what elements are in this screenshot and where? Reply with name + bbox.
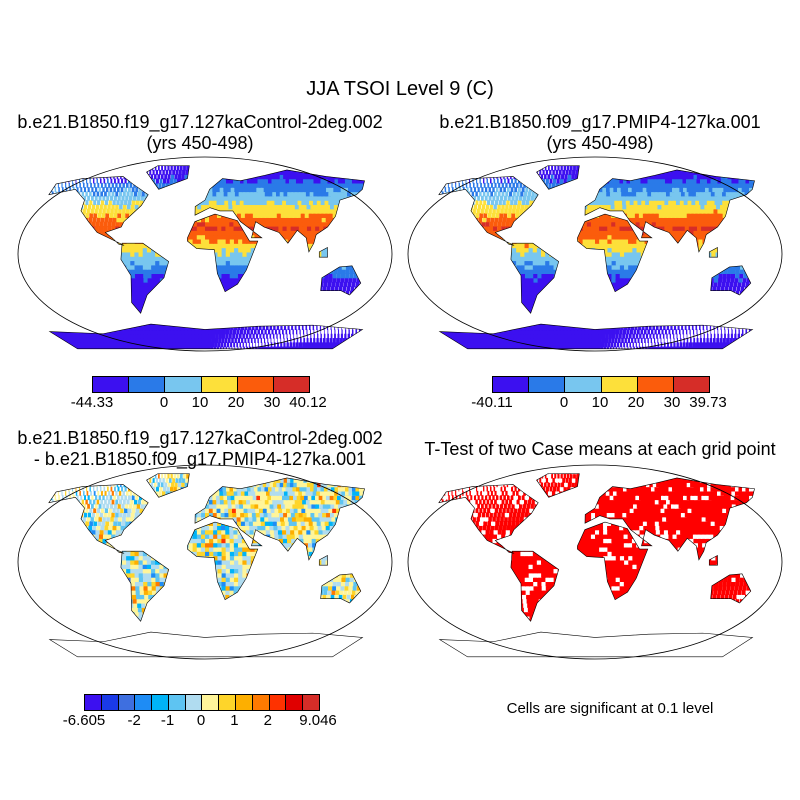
colorbar-swatch xyxy=(237,377,274,392)
colorbar-swatch xyxy=(85,695,102,710)
colorbar-label: -40.11 xyxy=(471,394,513,411)
colorbar-label: 30 xyxy=(263,394,281,411)
colorbar-swatch xyxy=(93,377,130,392)
colorbar-label: 20 xyxy=(627,394,645,411)
colorbar-swatch xyxy=(529,377,566,392)
panel-1-title-line2: (yrs 450-498) xyxy=(146,133,254,153)
colorbar-panel-2 xyxy=(492,376,710,393)
colorbar-panel-1 xyxy=(92,376,310,393)
colorbar-swatch xyxy=(493,377,530,392)
map-cells xyxy=(48,473,365,657)
colorbar-swatch xyxy=(129,377,166,392)
map-panel-4 xyxy=(407,464,783,660)
colorbar-swatch xyxy=(219,695,237,710)
map-panel-1 xyxy=(17,156,393,352)
colorbar-label: 2 xyxy=(263,712,273,729)
colorbar-swatch xyxy=(135,695,153,710)
panel-4-title: T-Test of two Case means at each grid po… xyxy=(424,439,775,460)
colorbar-swatch xyxy=(165,377,202,392)
colorbar-swatch xyxy=(673,377,710,392)
coastlines xyxy=(438,473,755,658)
panel-3-title: b.e21.B1850.f19_g17.127kaControl-2deg.00… xyxy=(17,428,382,470)
colorbar-label: 0 xyxy=(559,394,569,411)
panel-1-title-line1: b.e21.B1850.f19_g17.127kaControl-2deg.00… xyxy=(17,112,383,132)
colorbar-label: 39.73 xyxy=(689,394,727,411)
colorbar-label: -1 xyxy=(160,712,175,729)
map-cells xyxy=(48,165,365,349)
colorbar-swatch xyxy=(152,695,169,710)
colorbar-label: -44.33 xyxy=(70,394,114,411)
panel-2-title-line2: (yrs 450-498) xyxy=(546,133,654,153)
colorbar-swatch xyxy=(201,377,238,392)
panel-2-title: b.e21.B1850.f09_g17.PMIP4-127ka.001 (yrs… xyxy=(439,112,760,154)
map-panel-2 xyxy=(407,156,783,352)
colorbar-swatch xyxy=(637,377,674,392)
colorbar-swatch xyxy=(269,695,287,710)
colorbar-label: 10 xyxy=(191,394,209,411)
coastlines xyxy=(48,473,365,658)
map-border xyxy=(17,156,393,352)
colorbar-label: 0 xyxy=(196,712,206,729)
colorbar-label: 0 xyxy=(159,394,169,411)
colorbar-label: 20 xyxy=(227,394,245,411)
colorbar-swatch xyxy=(286,695,304,710)
colorbar-swatch xyxy=(273,377,310,392)
map-border xyxy=(407,464,783,660)
colorbar-label: 10 xyxy=(591,394,609,411)
colorbar-swatch xyxy=(236,695,253,710)
figure-title: JJA TSOI Level 9 (C) xyxy=(306,78,494,100)
colorbar-swatch xyxy=(118,695,136,710)
colorbar-swatch xyxy=(185,695,203,710)
coastlines xyxy=(48,165,365,350)
colorbar-swatch xyxy=(168,695,186,710)
panel-3-title-line1: b.e21.B1850.f19_g17.127kaControl-2deg.00… xyxy=(17,428,383,448)
colorbar-panel-3 xyxy=(84,694,320,711)
colorbar-label: -2 xyxy=(127,712,141,729)
colorbar-label: 1 xyxy=(230,712,239,729)
coastlines xyxy=(438,165,755,350)
significance-note: Cells are significant at 0.1 level xyxy=(506,700,714,717)
colorbar-swatch xyxy=(252,695,270,710)
panel-2-title-line1: b.e21.B1850.f09_g17.PMIP4-127ka.001 xyxy=(439,112,761,132)
colorbar-swatch xyxy=(601,377,638,392)
colorbar-label: -6.605 xyxy=(62,712,106,729)
colorbar-label: 9.046 xyxy=(299,712,337,729)
map-panel-3 xyxy=(17,464,393,660)
colorbar-swatch xyxy=(101,695,119,710)
panel-1-title: b.e21.B1850.f19_g17.127kaControl-2deg.00… xyxy=(17,112,382,154)
colorbar-swatch xyxy=(202,695,220,710)
colorbar-label: 40.12 xyxy=(289,394,327,411)
panel-4-title-line1: T-Test of two Case means at each grid po… xyxy=(424,439,776,459)
map-border xyxy=(407,156,783,352)
colorbar-swatch xyxy=(565,377,602,392)
panel-3-title-line2: - b.e21.B1850.f09_g17.PMIP4-127ka.001 xyxy=(33,449,367,469)
map-cells xyxy=(438,165,755,349)
colorbar-label: 30 xyxy=(663,394,681,411)
colorbar-swatch xyxy=(303,695,319,710)
map-border xyxy=(17,464,393,660)
map-cells xyxy=(438,473,755,657)
